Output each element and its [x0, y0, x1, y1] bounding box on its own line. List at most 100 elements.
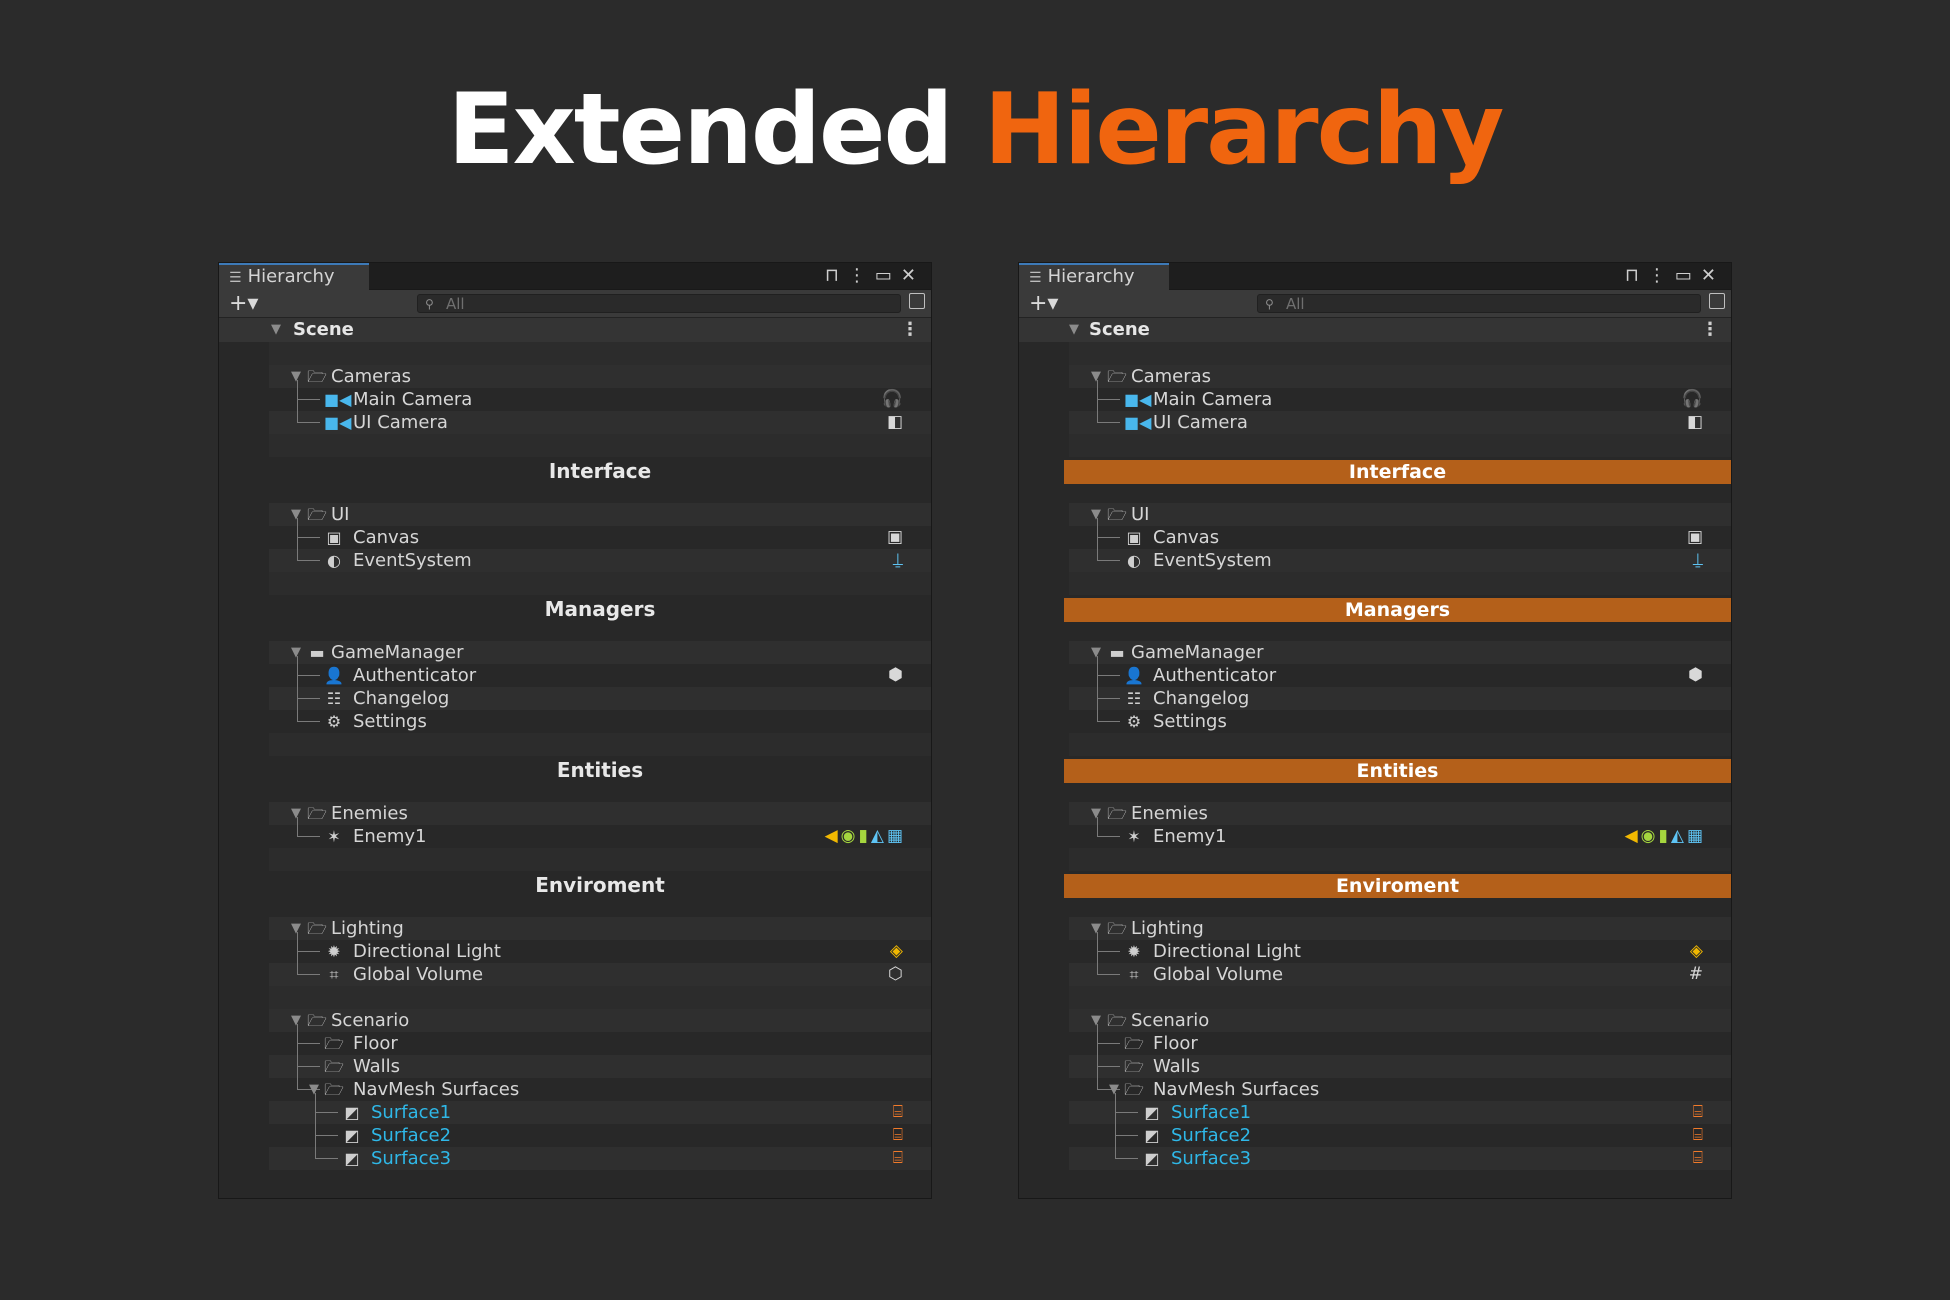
- picker-icon[interactable]: [1709, 293, 1725, 309]
- search-input[interactable]: ⚲ All: [1257, 294, 1701, 313]
- tree-row-directional-light[interactable]: ✹ Directional Light ◈: [269, 932, 931, 963]
- tree-line: [1097, 1066, 1120, 1090]
- tab-label: Hierarchy: [1047, 266, 1135, 287]
- expand-arrow-icon[interactable]: ▼: [1091, 921, 1101, 936]
- row-label: Walls: [353, 1056, 401, 1077]
- tree-row-surface3[interactable]: ◩ Surface3 ⌸: [1069, 1135, 1731, 1170]
- component-icons: ◀◉▮◭▦: [1625, 825, 1706, 848]
- row-label: Surface1: [371, 1102, 452, 1123]
- tree-row-floor[interactable]: 🗁 Floor: [269, 1024, 931, 1055]
- add-button[interactable]: +▾: [1029, 291, 1059, 316]
- tree-row-surface3[interactable]: ◩ Surface3 ⌸: [269, 1135, 931, 1170]
- close-icon[interactable]: ✕: [900, 265, 925, 286]
- tree-row-scenario[interactable]: ▼ 🗁 Scenario: [1069, 1009, 1731, 1032]
- tree-row-global-volume[interactable]: ⌗ Global Volume ⬡: [269, 951, 931, 986]
- expand-arrow-icon[interactable]: ▼: [291, 507, 301, 522]
- expand-arrow-icon[interactable]: ▼: [1091, 645, 1101, 660]
- tree-row-enemies[interactable]: ▼ 🗁 Enemies: [269, 802, 931, 825]
- expand-arrow-icon[interactable]: ▼: [1091, 806, 1101, 821]
- more-icon[interactable]: ⋮: [847, 265, 875, 286]
- scene-menu-icon[interactable]: ⋮: [901, 319, 919, 340]
- expand-arrow-icon[interactable]: ▼: [1069, 322, 1079, 337]
- expand-arrow-icon[interactable]: ▼: [1091, 369, 1101, 384]
- tree-row-directional-light[interactable]: ✹ Directional Light ◈: [1069, 932, 1731, 963]
- picker-icon[interactable]: [909, 293, 925, 309]
- list-icon: ☰: [1029, 270, 1042, 286]
- expand-arrow-icon[interactable]: ▼: [291, 369, 301, 384]
- tree-row-surface2[interactable]: ◩ Surface2 ⌸: [269, 1112, 931, 1147]
- expand-arrow-icon[interactable]: ▼: [291, 806, 301, 821]
- folder-icon: 🗁: [1124, 1080, 1144, 1099]
- tree-row-surface1[interactable]: ◩ Surface1 ⌸: [269, 1093, 931, 1124]
- lock-icon[interactable]: ⊓: [1624, 265, 1648, 286]
- row-label: Scenario: [1131, 1010, 1210, 1031]
- tree-row-gamemanager[interactable]: ▼ ▬ GameManager: [1069, 641, 1731, 664]
- tab-hierarchy[interactable]: ☰ Hierarchy: [1019, 263, 1169, 290]
- tree-row-eventsystem[interactable]: ◐ EventSystem ⍊: [1069, 537, 1731, 572]
- tree-row-enemy1[interactable]: ✶ Enemy1 ◀◉▮◭▦: [269, 817, 931, 848]
- tree-row-surface1[interactable]: ◩ Surface1 ⌸: [1069, 1093, 1731, 1124]
- scene-row[interactable]: ▼ Scene ⋮: [1019, 318, 1731, 342]
- tree-row-lighting[interactable]: ▼ 🗁 Lighting: [1069, 917, 1731, 940]
- tree-row-ui-camera[interactable]: ■◀ UI Camera ◧: [269, 399, 931, 434]
- tree-row-ui[interactable]: ▼ 🗁 UI: [269, 503, 931, 526]
- tree-row-settings[interactable]: ⚙ Settings: [1069, 698, 1731, 733]
- tree-row-cameras[interactable]: ▼ 🗁 Cameras: [269, 365, 931, 388]
- tree-row-enemy1[interactable]: ✶ Enemy1 ◀◉▮◭▦: [1069, 817, 1731, 848]
- tree-row-ui[interactable]: ▼ 🗁 UI: [1069, 503, 1731, 526]
- expand-arrow-icon[interactable]: ▼: [271, 322, 281, 337]
- list-icon: ☷: [326, 689, 342, 708]
- tree-row-settings[interactable]: ⚙ Settings: [269, 698, 931, 733]
- tree-line: [1097, 817, 1120, 837]
- scene-menu-icon[interactable]: ⋮: [1701, 319, 1719, 340]
- maximize-icon[interactable]: ▭: [874, 265, 901, 286]
- tab-bar: ☰ Hierarchy ⊓⋮▭✕: [219, 263, 931, 290]
- tab-hierarchy[interactable]: ☰ Hierarchy: [219, 263, 369, 290]
- expand-arrow-icon[interactable]: ▼: [291, 921, 301, 936]
- tree-row-enemies[interactable]: ▼ 🗁 Enemies: [1069, 802, 1731, 825]
- tree-row-lighting[interactable]: ▼ 🗁 Lighting: [269, 917, 931, 940]
- expand-arrow-icon[interactable]: ▼: [1109, 1082, 1119, 1097]
- tree-row-walls[interactable]: 🗁 Walls: [1069, 1043, 1731, 1078]
- expand-arrow-icon[interactable]: ▼: [1091, 1013, 1101, 1028]
- tree-row-canvas[interactable]: ▣ Canvas ▣: [1069, 518, 1731, 549]
- tree-row-changelog[interactable]: ☷ Changelog: [269, 675, 931, 710]
- more-icon[interactable]: ⋮: [1647, 265, 1675, 286]
- tree-row-authenticator[interactable]: 👤 Authenticator ⬢: [1069, 656, 1731, 687]
- tree-row-cameras[interactable]: ▼ 🗁 Cameras: [1069, 365, 1731, 388]
- tree-row-gamemanager[interactable]: ▼ ▬ GameManager: [269, 641, 931, 664]
- search-icon: ⚲: [425, 297, 434, 311]
- tree-row-scenario[interactable]: ▼ 🗁 Scenario: [269, 1009, 931, 1032]
- tree-row-ui-camera[interactable]: ■◀ UI Camera ◧: [1069, 399, 1731, 434]
- volume-icon: ⌗: [1129, 965, 1139, 984]
- expand-arrow-icon[interactable]: ▼: [1091, 507, 1101, 522]
- row-label: GameManager: [331, 642, 464, 663]
- tree-row-navmesh-surfaces[interactable]: ▼ 🗁 NavMesh Surfaces: [269, 1066, 931, 1101]
- add-button[interactable]: +▾: [229, 291, 259, 316]
- tree-row-floor[interactable]: 🗁 Floor: [1069, 1024, 1731, 1055]
- lock-icon[interactable]: ⊓: [824, 265, 848, 286]
- title-part2: Hierarchy: [983, 73, 1505, 187]
- tree-row-main-camera[interactable]: ■◀ Main Camera 🎧: [269, 380, 931, 411]
- tree-row-navmesh-surfaces[interactable]: ▼ 🗁 NavMesh Surfaces: [1069, 1066, 1731, 1101]
- expand-arrow-icon[interactable]: ▼: [291, 1013, 301, 1028]
- tree-row-main-camera[interactable]: ■◀ Main Camera 🎧: [1069, 380, 1731, 411]
- tree-row-surface2[interactable]: ◩ Surface2 ⌸: [1069, 1112, 1731, 1147]
- expand-arrow-icon[interactable]: ▼: [309, 1082, 319, 1097]
- tree-row-canvas[interactable]: ▣ Canvas ▣: [269, 518, 931, 549]
- expand-arrow-icon[interactable]: ▼: [291, 645, 301, 660]
- tree-row-eventsystem[interactable]: ◐ EventSystem ⍊: [269, 537, 931, 572]
- tree-row-changelog[interactable]: ☷ Changelog: [1069, 675, 1731, 710]
- tree-row-walls[interactable]: 🗁 Walls: [269, 1043, 931, 1078]
- scene-row[interactable]: ▼ Scene ⋮: [219, 318, 931, 342]
- tree-line: [297, 399, 320, 423]
- tree-row-global-volume[interactable]: ⌗ Global Volume #: [1069, 951, 1731, 986]
- separator-environment: Enviroment: [535, 873, 665, 897]
- barrier-icon: ⌸: [1692, 1125, 1706, 1145]
- tree-row-authenticator[interactable]: 👤 Authenticator ⬢: [269, 656, 931, 687]
- row-label: Changelog: [1153, 688, 1250, 709]
- close-icon[interactable]: ✕: [1700, 265, 1725, 286]
- maximize-icon[interactable]: ▭: [1674, 265, 1701, 286]
- spacer-row: [269, 572, 931, 595]
- search-input[interactable]: ⚲ All: [417, 294, 901, 313]
